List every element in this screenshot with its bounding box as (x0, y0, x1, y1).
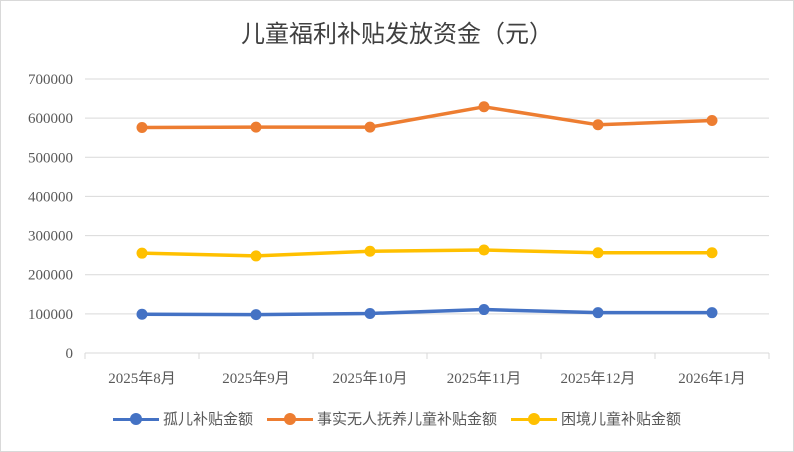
legend: 孤儿补贴金额 事实无人抚养儿童补贴金额 困境儿童补贴金额 (0, 408, 794, 429)
data-point (136, 308, 148, 320)
x-tick-label: 2025年10月 (332, 370, 407, 387)
legend-swatch (266, 412, 313, 426)
data-point (592, 119, 604, 131)
x-axis: 2025年8月 2025年9月 2025年10月 2025年11月 2025年12月 20… (84, 352, 770, 387)
data-point (592, 307, 604, 319)
y-tick-label: 400000 (28, 189, 73, 205)
legend-swatch (511, 412, 557, 426)
x-tick-label: 2025年11月 (447, 370, 521, 387)
legend-label: 孤儿补贴金额 (162, 410, 253, 428)
data-point (250, 121, 262, 133)
data-point (364, 245, 376, 257)
x-tick-label: 2025年12月 (560, 370, 635, 387)
x-tick-label: 2025年8月 (108, 370, 176, 387)
data-point (478, 101, 490, 113)
data-point (706, 114, 718, 126)
data-point (592, 247, 604, 259)
y-tick-label: 700000 (28, 72, 73, 88)
series-line (141, 307, 712, 317)
series-1 (136, 101, 718, 134)
gridlines (85, 78, 769, 315)
legend-swatch (112, 412, 159, 426)
data-point (364, 121, 376, 133)
x-tick-label: 2026年1月 (678, 370, 746, 387)
y-tick-label: 500000 (28, 150, 73, 166)
series-0 (136, 304, 718, 321)
y-axis-ticks: 0 100000 200000 300000 400000 500000 600000 700… (28, 72, 73, 362)
legend-item: 事实无人抚养儿童补贴金额 (266, 408, 497, 429)
series-line (141, 105, 713, 130)
data-point (136, 122, 148, 134)
y-tick-label: 100000 (28, 307, 73, 323)
y-tick-label: 600000 (28, 111, 73, 127)
data-point (250, 309, 262, 321)
data-point (250, 250, 262, 262)
series-line (141, 248, 712, 258)
y-tick-label: 300000 (28, 229, 73, 245)
data-point (364, 307, 376, 319)
legend-label: 困境儿童补贴金额 (561, 410, 682, 428)
y-tick-label: 200000 (28, 268, 73, 284)
legend-item: 孤儿补贴金额 (112, 408, 253, 429)
series-2 (136, 244, 718, 262)
legend-label: 事实无人抚养儿童补贴金额 (316, 410, 497, 428)
data-point (706, 247, 718, 259)
chart-title: 儿童福利补贴发放资金（元） (241, 20, 553, 48)
data-point (478, 304, 490, 316)
series-lines (136, 101, 718, 321)
data-point (478, 244, 490, 256)
data-point (136, 247, 148, 259)
x-tick-label: 2025年9月 (222, 370, 290, 387)
y-tick-label: 0 (66, 346, 74, 362)
legend-item: 困境儿童补贴金额 (511, 408, 681, 429)
data-point (706, 307, 718, 319)
